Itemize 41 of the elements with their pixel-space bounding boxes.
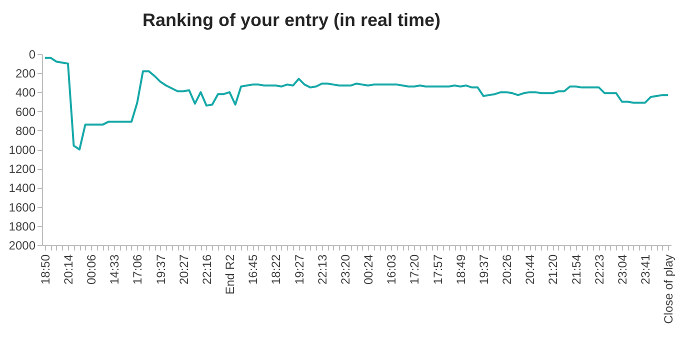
y-tick-label: 1800: [8, 219, 36, 234]
x-tick-label: 18:22: [269, 254, 284, 285]
x-tick-label: 16:45: [246, 254, 260, 285]
x-tick-label: 16:03: [384, 254, 399, 285]
x-tick-label: 18:49: [454, 254, 468, 285]
y-tick-label: 1000: [8, 143, 36, 157]
x-tick-label: 00:24: [362, 254, 376, 285]
chart-title: Ranking of your entry (in real time): [142, 10, 441, 30]
x-tick-label: 21:20: [546, 254, 560, 285]
x-tick-label: 20:26: [500, 254, 514, 285]
x-tick-label: 23:04: [615, 254, 630, 285]
y-tick-label: 1200: [8, 162, 36, 176]
x-tick-label: 17:06: [130, 254, 145, 285]
x-tick-label: 20:44: [523, 254, 538, 285]
x-tick-label: 23:20: [338, 254, 352, 285]
y-tick-label: 0: [28, 48, 36, 62]
x-tick-label: 23:41: [638, 254, 653, 285]
y-tick-label: 200: [15, 66, 36, 81]
x-tick-label: End R2: [223, 254, 238, 295]
x-tick-label: 19:37: [154, 254, 168, 285]
x-tick-label: 21:54: [569, 254, 584, 285]
x-tick-label: 20:14: [61, 254, 76, 285]
x-tick-label: Close of play: [662, 254, 676, 324]
x-tick-label: 22:23: [592, 254, 606, 285]
x-tick-label: 17:20: [408, 254, 422, 285]
x-tick-label: 17:57: [430, 254, 445, 285]
line-series: [44, 56, 670, 150]
y-tick-label: 1600: [8, 200, 36, 214]
x-tick-label: 18:50: [38, 254, 52, 285]
x-tick-label: 19:27: [292, 254, 306, 285]
y-tick-label: 1400: [8, 181, 36, 196]
y-tick-label: 400: [15, 86, 36, 100]
y-tick-label: 800: [15, 124, 36, 138]
y-tick-label: 2000: [8, 238, 36, 252]
x-tick-label: 22:16: [200, 254, 214, 285]
x-tick-label: 19:37: [476, 254, 491, 285]
x-tick-label: 14:33: [108, 254, 122, 285]
x-tick-label: 00:06: [84, 254, 99, 285]
x-tick-label: 22:13: [315, 254, 330, 285]
y-tick-label: 600: [15, 104, 36, 119]
x-tick-label: 20:27: [176, 254, 191, 285]
